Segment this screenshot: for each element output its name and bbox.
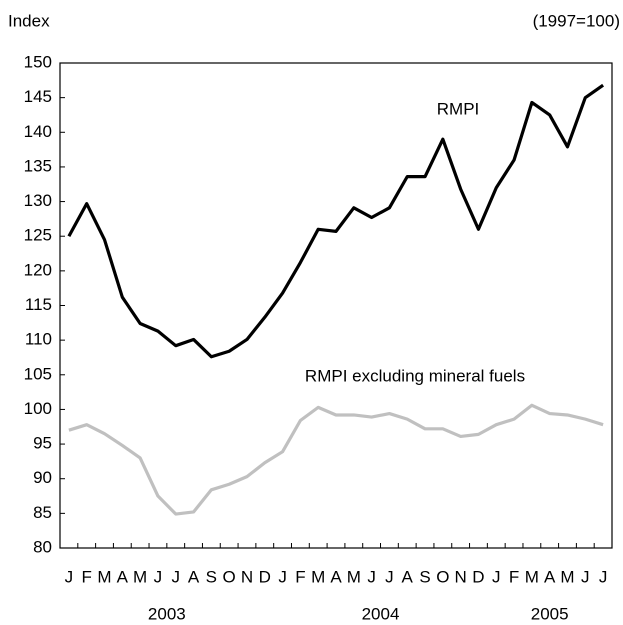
x-tick-label: A (330, 567, 342, 586)
x-tick-label: J (65, 567, 74, 586)
base-note: (1997=100) (533, 11, 620, 30)
y-tick-label: 135 (24, 156, 52, 175)
x-tick-label: M (311, 567, 325, 586)
x-tick-label: F (295, 567, 305, 586)
y-tick-label: 145 (24, 87, 52, 106)
x-tick-label: N (455, 567, 467, 586)
x-tick-label: A (544, 567, 556, 586)
y-tick-label: 100 (24, 399, 52, 418)
x-tick-label: O (436, 567, 449, 586)
x-tick-label: M (560, 567, 574, 586)
x-tick-label: J (581, 567, 590, 586)
x-tick-label: M (525, 567, 539, 586)
y-tick-label: 120 (24, 260, 52, 279)
y-tick-label: 105 (24, 364, 52, 383)
x-tick-label: J (492, 567, 501, 586)
x-tick-label: A (188, 567, 200, 586)
y-tick-label: 150 (24, 52, 52, 71)
y-tick-label: 85 (33, 503, 52, 522)
year-label: 2004 (362, 604, 400, 623)
y-tick-label: 90 (33, 468, 52, 487)
y-tick-label: 125 (24, 226, 52, 245)
y-tick-label: 140 (24, 122, 52, 141)
x-tick-label: M (133, 567, 147, 586)
x-tick-label: S (419, 567, 430, 586)
year-label: 2005 (531, 604, 569, 623)
x-tick-label: F (82, 567, 92, 586)
year-label: 2003 (148, 604, 186, 623)
series-label: RMPI excluding mineral fuels (305, 366, 525, 385)
y-tick-label: 130 (24, 191, 52, 210)
plot-frame (59, 62, 613, 549)
x-tick-label: D (472, 567, 484, 586)
x-tick-label: D (259, 567, 271, 586)
series-line (68, 403, 604, 516)
x-tick-label: A (117, 567, 129, 586)
y-axis-label: Index (8, 11, 50, 30)
series-line (67, 83, 605, 359)
x-tick-label: J (171, 567, 180, 586)
x-tick-label: J (367, 567, 376, 586)
x-tick-label: F (509, 567, 519, 586)
x-tick-label: S (206, 567, 217, 586)
x-tick-label: M (97, 567, 111, 586)
x-tick-label: N (241, 567, 253, 586)
x-tick-label: A (402, 567, 414, 586)
x-tick-label: O (223, 567, 236, 586)
y-tick-label: 115 (25, 295, 52, 314)
y-tick-label: 110 (25, 330, 52, 349)
x-tick-label: M (347, 567, 361, 586)
y-tick-label: 95 (33, 434, 52, 453)
x-tick-label: J (278, 567, 287, 586)
x-tick-label: J (154, 567, 163, 586)
y-tick-label: 80 (33, 537, 52, 556)
series-label: RMPI (437, 99, 480, 118)
x-tick-label: J (385, 567, 394, 586)
x-tick-label: J (599, 567, 608, 586)
